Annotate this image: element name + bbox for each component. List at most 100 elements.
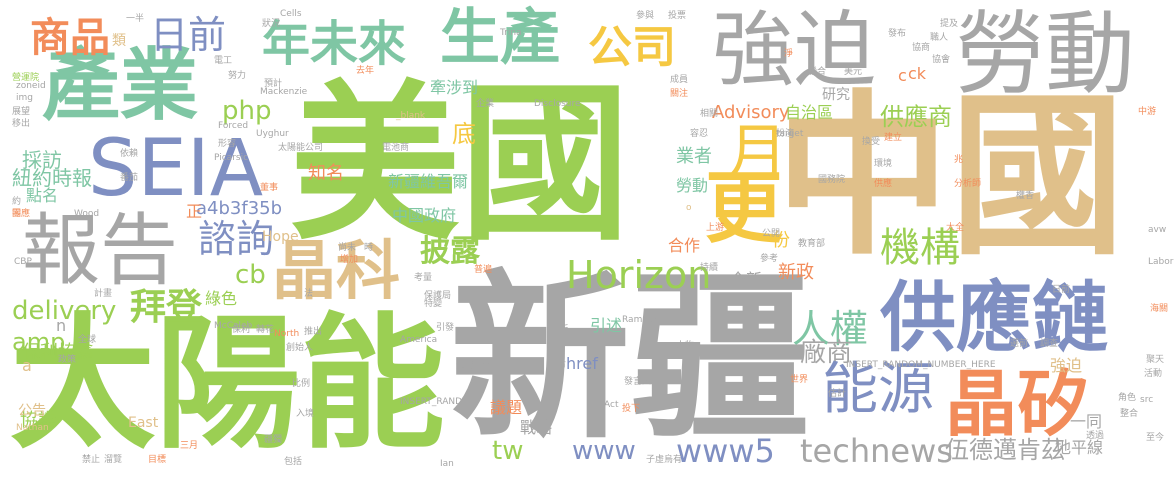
word: 中游 xyxy=(1138,107,1157,117)
word: 狀況 xyxy=(262,19,281,29)
word: 強迫 xyxy=(712,3,877,98)
word: 正 xyxy=(186,202,203,221)
word: 估計 xyxy=(828,389,847,399)
word: src xyxy=(1140,395,1154,405)
word: 日前 xyxy=(1052,285,1071,295)
word: 分析師 xyxy=(954,179,982,189)
word: Labor xyxy=(1148,257,1174,267)
word: www5 xyxy=(676,432,775,470)
word: East xyxy=(128,415,159,431)
word: cb xyxy=(235,260,266,290)
word: 入境 xyxy=(296,409,315,419)
word: ck xyxy=(908,64,927,83)
word: 議題 xyxy=(490,398,523,417)
word: 投票 xyxy=(668,11,687,21)
word: 容忍 xyxy=(690,129,709,139)
word: 包括 xyxy=(284,457,303,467)
word: 參考 xyxy=(760,254,779,264)
word: 反 xyxy=(560,325,570,335)
word: 特變 xyxy=(424,299,443,309)
word: 諮詢 xyxy=(198,217,275,261)
word: 成員 xyxy=(670,75,689,85)
word: 聚天 xyxy=(1146,355,1165,365)
word: 供應 xyxy=(874,179,893,189)
word: 業者 xyxy=(676,146,712,167)
word: 保利協鑫 xyxy=(22,342,94,363)
word: 點名 xyxy=(26,186,59,205)
word: 地平線 xyxy=(1055,438,1104,457)
word: Mackenzie xyxy=(260,87,308,97)
word: 商品 xyxy=(30,15,110,61)
word: 公告 xyxy=(18,403,46,419)
word: 上市 xyxy=(548,361,567,371)
word: 美元 xyxy=(844,67,863,77)
word: 換受 xyxy=(862,137,881,147)
word: 中國 xyxy=(775,76,1125,279)
word: 番茄 xyxy=(120,173,139,183)
word: 子虛烏有 xyxy=(646,455,683,465)
word: 強迫 xyxy=(1050,356,1083,375)
word: 協會 xyxy=(932,55,951,65)
word: avw xyxy=(1148,225,1167,235)
word: Wood xyxy=(74,209,100,219)
word: 關注 xyxy=(670,89,689,99)
word: 政策 xyxy=(58,355,77,365)
word: target xyxy=(776,129,804,139)
word: 類 xyxy=(112,33,126,49)
word: 底 xyxy=(452,120,476,148)
word: 拜登 xyxy=(130,287,203,328)
word: 保利 xyxy=(232,325,251,335)
word: 公司 xyxy=(588,22,676,73)
word: 零 xyxy=(12,209,22,219)
word: 全球 xyxy=(78,335,97,345)
word: Trina xyxy=(500,28,522,38)
word: 溜覽 xyxy=(104,455,123,465)
word: 創始人 xyxy=(286,343,314,353)
word: 更 xyxy=(705,164,784,254)
word: Cells xyxy=(280,9,302,19)
word: Uyghur xyxy=(256,129,289,139)
word: Ian xyxy=(440,459,454,469)
word: o xyxy=(686,203,692,213)
word: a4b3f35b xyxy=(196,198,283,219)
word: 成本 xyxy=(476,361,495,371)
word: 海關 xyxy=(1150,304,1169,314)
word: 人權 xyxy=(792,307,869,351)
word: 國務院 xyxy=(818,175,846,185)
word: 紐約時報 xyxy=(12,166,92,190)
word: 伍德邁肯茲 xyxy=(945,436,1065,464)
word: 生產 xyxy=(440,3,560,73)
word: 扮演 xyxy=(776,129,795,139)
word: 能源 xyxy=(822,357,934,422)
word: 營運院 xyxy=(12,73,40,83)
word: technews xyxy=(800,432,953,470)
word: 日前 xyxy=(150,13,227,57)
word: 職人 xyxy=(930,33,949,43)
word: 整合 xyxy=(1120,409,1139,419)
word: delivery xyxy=(12,296,117,326)
word: 年未來 xyxy=(262,16,407,72)
word: 中國政府 xyxy=(392,206,457,225)
word: amp xyxy=(12,328,66,356)
word: 形容 xyxy=(218,139,237,149)
word: www xyxy=(572,436,636,466)
word: 環境 xyxy=(874,159,893,169)
word: 電池商 xyxy=(382,143,410,153)
word: 時 xyxy=(364,243,374,253)
word: n xyxy=(56,316,67,335)
word: 自治區 xyxy=(785,103,834,122)
word: 供應鏈 xyxy=(880,273,1108,362)
word: Rampant xyxy=(622,315,663,325)
word: 披露 xyxy=(420,234,480,269)
word: 增加 xyxy=(340,255,359,265)
word: tw xyxy=(492,436,524,466)
word: 持續 xyxy=(700,263,719,273)
word: 協商 xyxy=(912,43,931,53)
word: 全新 xyxy=(730,270,763,289)
word: 採訪 xyxy=(22,148,62,172)
word: 機構 xyxy=(880,225,960,271)
word: 公開 xyxy=(762,229,781,239)
word: 勞動 xyxy=(676,176,709,195)
word: 三月 xyxy=(180,441,199,451)
